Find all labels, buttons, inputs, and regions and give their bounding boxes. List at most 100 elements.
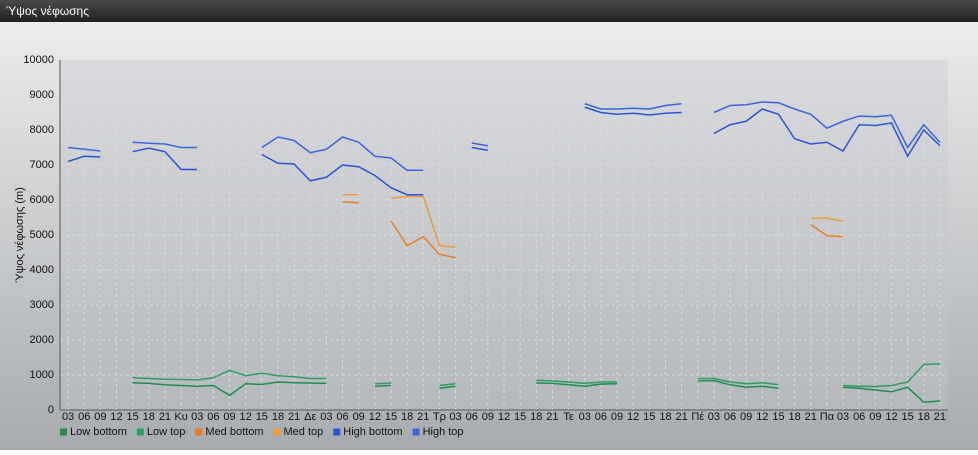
y-tick-label: 3000 bbox=[30, 299, 54, 311]
series-line bbox=[132, 381, 327, 397]
x-tick-label: 03 bbox=[320, 411, 332, 423]
series-line bbox=[342, 201, 359, 204]
series-line bbox=[471, 146, 488, 152]
x-tick-label: Κυ bbox=[174, 411, 187, 423]
x-tick-label: 15 bbox=[643, 411, 655, 423]
x-tick-label: 18 bbox=[272, 411, 284, 423]
y-axis-label: Ύψος νέφωσης (m) bbox=[14, 187, 26, 283]
x-tick-label: 18 bbox=[788, 411, 800, 423]
series-line bbox=[713, 108, 941, 158]
y-tick-label: 4000 bbox=[30, 264, 54, 276]
legend-swatch bbox=[60, 428, 67, 436]
legend-label: Low top bbox=[147, 426, 186, 438]
legend-swatch bbox=[333, 428, 341, 436]
y-tick-label: 5000 bbox=[30, 229, 54, 241]
chart-title: Ύψος νέφωσης bbox=[6, 4, 89, 18]
legend-swatch bbox=[273, 428, 281, 436]
legend-label: High top bbox=[423, 426, 464, 438]
legend-swatch bbox=[412, 428, 420, 436]
x-tick-label: 09 bbox=[869, 411, 881, 423]
series-line bbox=[810, 217, 844, 222]
x-tick-label: 18 bbox=[401, 411, 413, 423]
x-tick-label: 06 bbox=[78, 411, 90, 423]
x-tick-label: 03 bbox=[579, 411, 591, 423]
x-tick-label: 21 bbox=[288, 411, 300, 423]
x-tick-label: 21 bbox=[159, 411, 171, 423]
x-tick-label: 09 bbox=[482, 411, 494, 423]
series-line bbox=[261, 153, 424, 196]
y-tick-label: 2000 bbox=[30, 334, 54, 346]
x-tick-label: 06 bbox=[207, 411, 219, 423]
x-tick-label: 06 bbox=[853, 411, 865, 423]
x-tick-label: 06 bbox=[336, 411, 348, 423]
x-tick-label: 15 bbox=[514, 411, 526, 423]
x-tick-label: 15 bbox=[127, 411, 139, 423]
y-tick-label: 9000 bbox=[30, 89, 54, 101]
series-line bbox=[261, 136, 424, 171]
legend-swatch bbox=[195, 428, 203, 436]
series-line bbox=[132, 147, 198, 171]
x-tick-label: 12 bbox=[627, 411, 639, 423]
x-tick-label: 18 bbox=[530, 411, 542, 423]
x-tick-label: 03 bbox=[708, 411, 720, 423]
panel-header bbox=[0, 0, 978, 22]
series-line bbox=[67, 155, 101, 163]
x-tick-label: 03 bbox=[191, 411, 203, 423]
series-line bbox=[471, 142, 488, 147]
x-tick-label: 03 bbox=[449, 411, 461, 423]
series-line bbox=[843, 363, 940, 388]
x-tick-label: Δε bbox=[304, 411, 316, 423]
x-tick-label: 09 bbox=[740, 411, 752, 423]
x-tick-label: 12 bbox=[110, 411, 122, 423]
x-tick-label: 21 bbox=[805, 411, 817, 423]
x-tick-label: 06 bbox=[466, 411, 478, 423]
x-tick-label: Τρ bbox=[433, 411, 446, 423]
series-line bbox=[439, 385, 456, 390]
x-tick-label: Πα bbox=[820, 411, 835, 423]
series-line bbox=[132, 141, 198, 149]
x-tick-label: 21 bbox=[417, 411, 429, 423]
legend-label: Med bottom bbox=[205, 426, 263, 438]
y-tick-label: 0 bbox=[48, 404, 54, 416]
x-tick-label: 09 bbox=[94, 411, 106, 423]
series-line bbox=[536, 379, 618, 385]
x-tick-label: 09 bbox=[353, 411, 365, 423]
series-line bbox=[67, 146, 101, 152]
x-tick-label: 15 bbox=[772, 411, 784, 423]
y-tick-label: 10000 bbox=[23, 54, 54, 66]
series-line bbox=[439, 383, 456, 387]
series-line bbox=[843, 386, 940, 404]
series-line bbox=[374, 382, 392, 385]
legend-swatch bbox=[136, 428, 144, 436]
x-tick-label: 21 bbox=[934, 411, 946, 423]
legend-label: Low bottom bbox=[70, 426, 127, 438]
x-tick-label: 18 bbox=[918, 411, 930, 423]
series-line bbox=[584, 103, 682, 110]
x-tick-label: 21 bbox=[546, 411, 558, 423]
x-tick-label: 15 bbox=[385, 411, 397, 423]
x-tick-label: 06 bbox=[724, 411, 736, 423]
x-tick-label: 18 bbox=[143, 411, 155, 423]
x-tick-label: 06 bbox=[595, 411, 607, 423]
series-line bbox=[536, 382, 618, 387]
series-line bbox=[713, 101, 941, 149]
x-tick-label: 03 bbox=[837, 411, 849, 423]
series-line bbox=[390, 195, 456, 248]
x-tick-label: 12 bbox=[885, 411, 897, 423]
x-tick-label: 15 bbox=[902, 411, 914, 423]
series-line bbox=[390, 220, 456, 259]
y-tick-label: 1000 bbox=[30, 369, 54, 381]
y-tick-label: 7000 bbox=[30, 159, 54, 171]
x-tick-label: 12 bbox=[240, 411, 252, 423]
x-tick-label: 18 bbox=[659, 411, 671, 423]
x-tick-label: 15 bbox=[256, 411, 268, 423]
x-tick-label: Πέ bbox=[691, 411, 704, 423]
y-tick-label: 8000 bbox=[30, 124, 54, 136]
x-tick-label: 12 bbox=[498, 411, 510, 423]
x-tick-label: 21 bbox=[675, 411, 687, 423]
x-tick-label: 09 bbox=[611, 411, 623, 423]
x-tick-label: 12 bbox=[369, 411, 381, 423]
x-tick-label: 12 bbox=[756, 411, 768, 423]
legend-label: High bottom bbox=[343, 426, 402, 438]
